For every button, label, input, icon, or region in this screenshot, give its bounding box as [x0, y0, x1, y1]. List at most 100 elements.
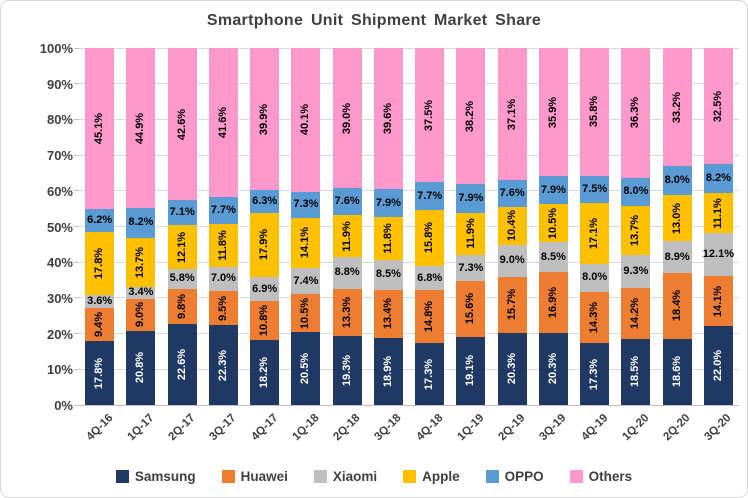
bar-segment-others: 32.5% — [703, 48, 733, 165]
segment-label: 8.8% — [334, 266, 360, 279]
legend-item-apple: Apple — [403, 469, 460, 484]
segment-label: 6.9% — [252, 282, 278, 295]
gridline — [79, 118, 739, 120]
bar-segment-others: 37.5% — [415, 48, 445, 183]
bar-segment-xiaomi: 9.3% — [621, 255, 651, 289]
segment-label: 7.3% — [293, 198, 319, 211]
x-axis-label-3Q-17: 3Q-17 — [207, 412, 239, 444]
segment-label: 8.5% — [375, 268, 401, 281]
bar-segment-samsung: 20.5% — [291, 331, 321, 405]
bar-segment-oppo: 7.5% — [580, 175, 610, 203]
bar-column-3Q-17: 22.3% 9.5% 7.0% 11.8% 7.7% 41.6% — [203, 48, 244, 405]
bar-segment-samsung: 17.8% — [85, 341, 115, 405]
bar-segment-oppo: 7.7% — [208, 196, 238, 225]
legend-label: Xiaomi — [332, 469, 378, 484]
bar-segment-apple: 10.5% — [538, 204, 568, 242]
bar-segment-others: 39.0% — [332, 48, 362, 188]
bar-segment-others: 36.3% — [621, 48, 651, 178]
bar-segment-huawei: 13.3% — [332, 288, 362, 337]
legend-label: Samsung — [134, 469, 196, 484]
gridline — [79, 190, 739, 192]
segment-label: 7.4% — [293, 274, 319, 287]
bar-segment-samsung: 22.0% — [703, 326, 733, 405]
bar-segment-huawei: 10.5% — [291, 294, 321, 332]
segment-label: 6.8% — [417, 271, 443, 284]
bar-column-4Q-18: 17.3% 14.8% 6.8% 15.8% 7.7% 37.5% — [409, 48, 450, 405]
bar-segment-xiaomi: 8.8% — [332, 257, 362, 289]
segment-label: 8.0% — [623, 185, 649, 198]
gridline — [79, 297, 739, 299]
bar-segment-samsung: 18.6% — [662, 338, 692, 405]
y-tick-label: 40% — [46, 255, 73, 271]
y-tick-label: 10% — [46, 362, 73, 378]
gridline — [79, 83, 739, 85]
y-tick-label: 50% — [46, 219, 73, 235]
segment-label: 7.0% — [210, 272, 236, 285]
y-tick-label: 80% — [46, 112, 73, 128]
x-axis-label-2Q-20: 2Q-20 — [661, 412, 693, 444]
segment-label: 8.0% — [582, 271, 608, 284]
bar-segment-xiaomi: 8.9% — [662, 241, 692, 274]
legend-item-huawei: Huawei — [221, 469, 288, 484]
x-axis-label-1Q-19: 1Q-19 — [455, 412, 487, 444]
bar-column-2Q-18: 19.3% 13.3% 8.8% 11.9% 7.6% 39.0% — [327, 48, 368, 405]
bar-segment-huawei: 15.6% — [456, 281, 486, 337]
bar-segment-samsung: 19.3% — [332, 336, 362, 405]
segment-label: 8.0% — [664, 174, 690, 187]
bar-column-4Q-16: 17.8% 9.4% 3.6% 17.8% 6.2% 45.1% — [79, 48, 120, 405]
bar-segment-xiaomi: 8.0% — [580, 263, 610, 293]
bar-segment-apple: 11.9% — [332, 214, 362, 258]
bar-segment-huawei: 14.3% — [580, 292, 610, 344]
legend-label: Apple — [422, 469, 460, 484]
bar-segment-others: 35.9% — [538, 48, 568, 177]
bar-segment-huawei: 9.8% — [167, 289, 197, 325]
legend-swatch-icon — [485, 470, 499, 483]
bar-segment-apple: 13.7% — [126, 237, 156, 287]
bar-segment-others: 37.1% — [497, 48, 527, 181]
legend-swatch-icon — [569, 470, 583, 483]
bar-segment-samsung: 18.9% — [373, 337, 403, 405]
bar-segment-apple: 11.9% — [456, 212, 486, 256]
bar-segment-samsung: 17.3% — [580, 343, 610, 405]
bar-segment-xiaomi: 12.1% — [703, 232, 734, 277]
y-tick-label: 60% — [46, 183, 73, 199]
segment-label: 7.1% — [169, 206, 195, 219]
segment-label: 7.3% — [458, 261, 484, 274]
y-tick-label: 0% — [54, 398, 73, 413]
y-tick-mark — [74, 190, 79, 192]
bar-column-1Q-19: 19.1% 15.6% 7.3% 11.9% 7.9% 38.2% — [450, 48, 491, 405]
y-tick-mark — [74, 261, 79, 263]
bar-segment-samsung: 20.3% — [497, 332, 527, 405]
segment-label: 9.3% — [623, 265, 649, 278]
chart-title: Smartphone Unit Shipment Market Share — [206, 12, 542, 29]
x-axis-label-2Q-17: 2Q-17 — [166, 412, 198, 444]
bar-segment-oppo: 7.3% — [291, 191, 321, 218]
segment-label: 9.0% — [499, 254, 525, 267]
x-axis-label-1Q-18: 1Q-18 — [290, 412, 322, 444]
legend-item-others: Others — [569, 469, 633, 484]
bar-column-2Q-19: 20.3% 15.7% 9.0% 10.4% 7.6% 37.1% — [492, 48, 533, 405]
legend-label: Huawei — [240, 469, 288, 484]
bar-segment-others: 44.9% — [126, 48, 156, 209]
bar-segment-others: 40.1% — [291, 48, 321, 192]
bar-segment-oppo: 6.3% — [250, 190, 280, 213]
x-axis-label-1Q-17: 1Q-17 — [125, 412, 157, 444]
bar-segment-huawei: 13.4% — [373, 289, 403, 338]
bar-segment-apple: 13.0% — [662, 194, 692, 242]
bar-segment-huawei: 15.7% — [497, 276, 527, 333]
segment-label: 8.2% — [128, 216, 154, 229]
y-tick-label: 90% — [46, 76, 73, 92]
x-axis-label-3Q-20: 3Q-20 — [702, 412, 734, 444]
segment-label: 7.9% — [540, 183, 566, 196]
bar-column-3Q-19: 20.3% 16.9% 8.5% 10.5% 7.9% 35.9% — [533, 48, 574, 405]
legend-label: Others — [588, 469, 633, 484]
bar-segment-xiaomi: 3.6% — [85, 295, 115, 308]
bar-segment-samsung: 22.6% — [167, 324, 197, 405]
legend-item-oppo: OPPO — [485, 469, 544, 484]
y-tick-mark — [74, 297, 79, 299]
bar-segment-huawei: 16.9% — [538, 272, 568, 333]
bar-segment-oppo: 7.9% — [456, 184, 486, 213]
bar-segment-oppo: 7.9% — [538, 176, 568, 205]
bar-segment-oppo: 7.9% — [373, 189, 403, 218]
